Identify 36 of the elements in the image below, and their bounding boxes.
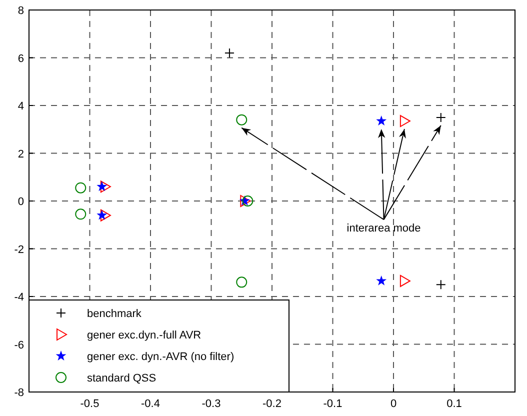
point xyxy=(436,112,446,122)
y-tick-label: -8 xyxy=(14,387,24,399)
legend-label: benchmark xyxy=(87,308,142,320)
y-tick-label: 8 xyxy=(18,5,24,17)
annotation: interarea mode xyxy=(346,222,421,235)
legend-label: standard QSS xyxy=(87,372,156,384)
y-tick-label: -6 xyxy=(14,339,24,352)
y-tick-label: 4 xyxy=(18,100,24,112)
y-tick-label: 6 xyxy=(18,52,24,65)
point xyxy=(236,276,248,288)
y-tick-label: -2 xyxy=(14,244,24,256)
point xyxy=(376,275,387,286)
x-tick-label: -0.1 xyxy=(323,398,342,410)
y-tick-label: 0 xyxy=(18,196,24,208)
point xyxy=(96,210,108,220)
legend-label: gener exc. dyn.-AVR (no filter) xyxy=(87,351,234,363)
y-tick-label: -4 xyxy=(14,292,24,304)
x-tick-label: -0.4 xyxy=(141,398,160,410)
point xyxy=(96,181,108,192)
legend-label: gener exc.dyn.-full AVR xyxy=(87,330,202,342)
point xyxy=(400,115,410,128)
y-tick-label: 2 xyxy=(18,148,24,160)
point xyxy=(236,114,248,126)
point xyxy=(100,180,111,193)
point xyxy=(224,48,234,58)
x-tick-label: -0.5 xyxy=(80,398,100,410)
point xyxy=(100,209,111,222)
point xyxy=(75,182,86,194)
x-tick-label: -0.2 xyxy=(262,398,282,410)
point xyxy=(376,116,387,126)
point xyxy=(436,280,446,290)
x-tick-label: -0.3 xyxy=(202,398,221,410)
x-tick-label: 0.1 xyxy=(446,398,462,410)
point xyxy=(400,274,410,287)
point xyxy=(75,208,86,220)
x-tick-label: 0 xyxy=(390,398,397,410)
